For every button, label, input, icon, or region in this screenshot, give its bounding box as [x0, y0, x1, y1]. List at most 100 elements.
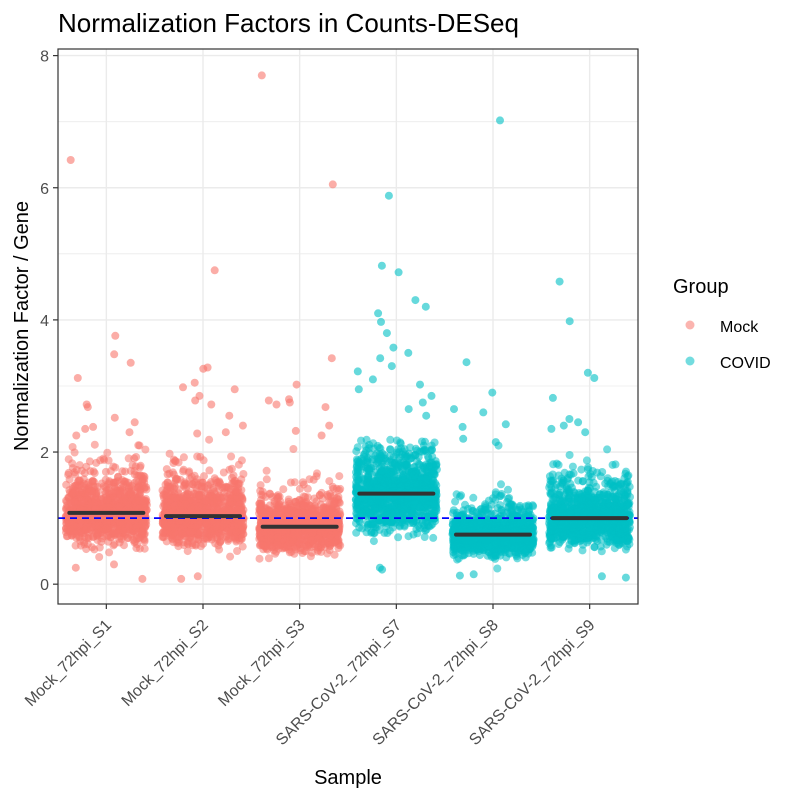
data-point — [205, 435, 214, 444]
data-point — [104, 537, 113, 546]
outlier-point — [376, 354, 385, 363]
data-point — [140, 483, 149, 492]
data-point — [395, 448, 404, 456]
data-point — [409, 519, 418, 528]
data-point — [194, 535, 203, 544]
data-point — [141, 522, 149, 530]
data-point — [90, 440, 99, 449]
data-point — [71, 500, 80, 509]
data-point — [413, 529, 422, 538]
outlier-point — [374, 309, 383, 318]
data-point — [237, 456, 246, 465]
data-point — [429, 533, 438, 542]
data-point — [105, 477, 114, 486]
data-point — [420, 504, 429, 512]
data-point — [335, 472, 344, 481]
data-point — [225, 497, 234, 506]
data-point — [386, 445, 395, 454]
data-point — [360, 506, 369, 515]
data-point — [283, 534, 292, 542]
outlier-point — [110, 560, 118, 569]
outlier-point — [138, 574, 147, 583]
data-point — [102, 519, 111, 528]
data-point — [82, 523, 91, 532]
data-point — [287, 503, 296, 512]
outlier-point — [387, 362, 396, 371]
data-point — [101, 487, 110, 496]
data-point — [362, 466, 371, 475]
outlier-point — [389, 343, 398, 352]
outlier-point — [317, 431, 326, 440]
data-point — [121, 467, 130, 476]
outlier-point — [291, 426, 300, 435]
data-point — [75, 461, 84, 470]
data-point — [291, 545, 300, 554]
data-point — [270, 500, 279, 508]
data-point — [135, 441, 144, 450]
data-point — [188, 480, 197, 489]
data-point — [403, 481, 412, 490]
data-point — [171, 493, 180, 502]
data-point — [124, 454, 133, 463]
data-point — [299, 501, 308, 509]
data-point — [196, 527, 205, 536]
data-point — [232, 479, 241, 488]
data-point — [410, 480, 419, 489]
outlier-point — [384, 191, 393, 200]
data-point — [396, 438, 405, 447]
data-point — [195, 491, 204, 500]
outlier-point — [394, 268, 403, 277]
outlier-point — [89, 422, 98, 431]
data-point — [69, 527, 77, 536]
data-point — [116, 489, 124, 498]
outlier-point — [130, 418, 139, 427]
data-point — [285, 548, 294, 557]
data-point — [330, 550, 339, 559]
outlier-point — [193, 429, 202, 438]
data-point — [309, 475, 318, 484]
data-point — [426, 446, 435, 455]
outlier-point — [328, 180, 337, 189]
data-point — [392, 462, 401, 471]
data-point — [408, 508, 417, 517]
data-point — [210, 489, 219, 498]
outlier-point — [418, 398, 427, 407]
outlier-point — [325, 421, 334, 430]
outlier-point — [382, 329, 391, 338]
plot-panel — [58, 49, 638, 604]
data-point — [196, 452, 205, 461]
data-point — [131, 523, 140, 532]
data-point — [385, 526, 394, 535]
data-point — [264, 554, 273, 563]
data-point — [97, 479, 106, 488]
data-point — [320, 539, 329, 548]
outlier-point — [110, 413, 119, 422]
data-point — [255, 554, 264, 563]
data-point — [120, 495, 129, 504]
data-point — [363, 523, 372, 532]
outlier-point — [321, 403, 330, 412]
data-point — [376, 444, 385, 453]
data-point — [113, 529, 122, 538]
data-point — [140, 544, 149, 553]
data-point — [201, 496, 210, 505]
data-point — [265, 537, 274, 545]
data-point — [328, 482, 337, 491]
data-point — [383, 457, 391, 465]
data-point — [365, 497, 374, 505]
data-point — [362, 446, 371, 455]
data-point — [193, 520, 202, 529]
data-point — [64, 455, 73, 464]
data-point — [278, 513, 287, 522]
data-point — [187, 473, 196, 481]
data-point — [424, 454, 433, 462]
data-point — [75, 476, 84, 485]
data-point — [83, 504, 92, 513]
data-point — [186, 528, 195, 537]
outlier-point — [193, 572, 202, 581]
data-point — [394, 533, 403, 542]
outlier-point — [210, 266, 219, 275]
data-point — [229, 471, 238, 480]
data-point — [333, 535, 342, 544]
outlier-point — [177, 574, 186, 583]
